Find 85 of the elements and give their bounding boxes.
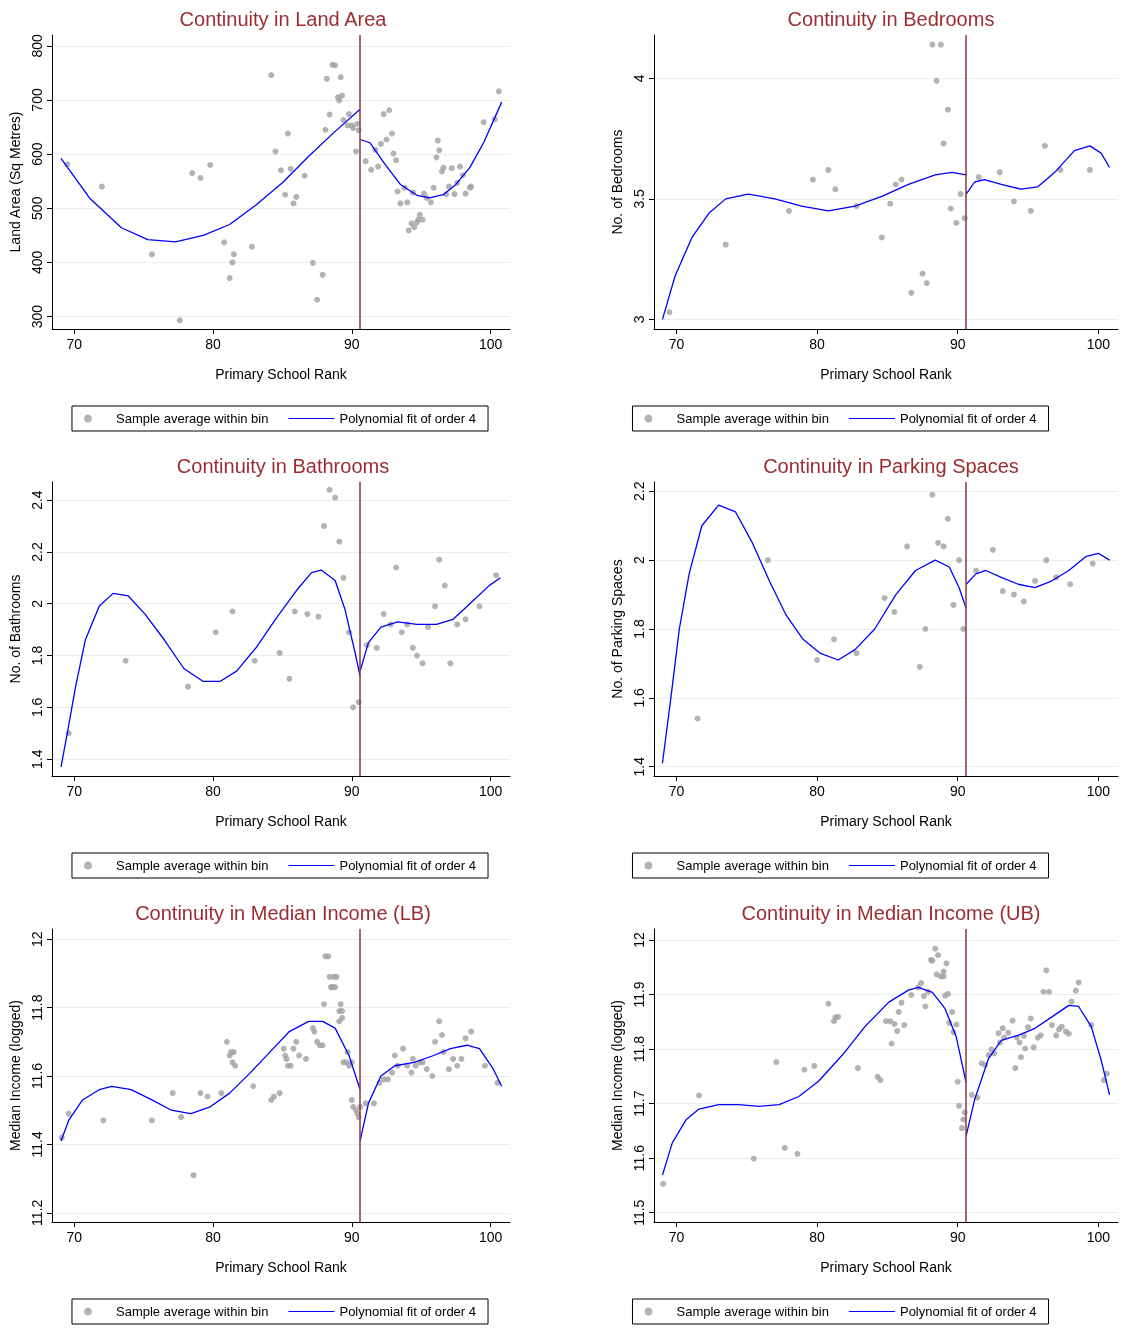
legend-label: Sample average within bin: [676, 858, 829, 873]
chart-title: Continuity in Bedrooms: [787, 8, 995, 30]
chart-title: Continuity in Land Area: [179, 8, 388, 30]
x-tick-label: 80: [809, 336, 826, 352]
legend-label: Polynomial fit of order 4: [339, 1304, 477, 1319]
x-tick-label: 80: [205, 1229, 221, 1245]
y-axis-title: Median Income (logged): [609, 1000, 625, 1151]
y-tick-label: 12: [29, 931, 45, 948]
x-axis-title: Primary School Rank: [215, 1259, 348, 1275]
y-tick-label: 11.5: [631, 1199, 647, 1226]
y-tick-label: 1.6: [29, 697, 45, 718]
x-tick-label: 80: [809, 783, 826, 799]
x-tick-label: 70: [66, 1229, 83, 1245]
x-tick-label: 80: [809, 1229, 826, 1245]
y-tick-label: 1.4: [29, 749, 45, 769]
chart-title: Continuity in Parking Spaces: [763, 455, 1019, 477]
x-tick-label: 90: [949, 336, 966, 352]
x-axis-title: Primary School Rank: [215, 366, 348, 382]
x-axis-title: Primary School Rank: [820, 366, 953, 382]
x-tick-label: 70: [668, 783, 685, 799]
x-tick-label: 90: [949, 1229, 966, 1245]
y-tick-label: 11.7: [631, 1090, 647, 1117]
legend-label: Polynomial fit of order 4: [899, 411, 1037, 426]
y-tick-label: 2.2: [29, 542, 45, 562]
legend-label: Sample average within bin: [115, 1304, 269, 1319]
x-tick-label: 70: [66, 336, 83, 352]
x-tick-label: 90: [343, 783, 360, 799]
legend-label: Sample average within bin: [115, 858, 269, 873]
y-tick-label: 4: [631, 74, 647, 83]
y-tick-label: 800: [29, 33, 45, 58]
y-axis-title: Median Income (logged): [7, 1000, 23, 1151]
legend-label: Polynomial fit of order 4: [899, 1304, 1037, 1319]
y-tick-label: 11.8: [631, 1035, 647, 1063]
x-tick-label: 70: [66, 783, 83, 799]
x-tick-label: 70: [668, 1229, 685, 1245]
y-tick-label: 12: [631, 931, 647, 948]
chart-title: Continuity in Median Income (LB): [135, 902, 431, 924]
y-axis-title: No. of Bedrooms: [609, 129, 625, 235]
x-tick-label: 100: [478, 783, 503, 799]
legend-label: Sample average within bin: [115, 411, 269, 426]
y-axis-title: Land Area (Sq Metres): [7, 111, 23, 253]
y-tick-label: 700: [29, 88, 45, 112]
y-tick-label: 1.6: [631, 687, 647, 708]
y-tick-label: 3: [631, 315, 647, 324]
x-axis-title: Primary School Rank: [820, 1259, 953, 1275]
x-tick-label: 100: [1086, 783, 1111, 799]
y-tick-label: 11.4: [29, 1131, 45, 1158]
y-tick-label: 1.8: [631, 619, 647, 639]
x-tick-label: 100: [1086, 336, 1111, 352]
y-tick-label: 11.9: [631, 981, 647, 1008]
x-tick-label: 90: [949, 783, 966, 799]
y-tick-label: 1.8: [29, 645, 45, 666]
x-tick-label: 100: [1086, 1229, 1111, 1245]
x-tick-label: 90: [343, 336, 360, 352]
y-tick-label: 1.4: [631, 756, 647, 777]
x-tick-label: 80: [205, 336, 221, 352]
legend-label: Polynomial fit of order 4: [339, 411, 477, 426]
y-tick-label: 2.4: [29, 490, 45, 510]
y-axis-title: No. of Parking Spaces: [609, 559, 625, 699]
x-tick-label: 70: [668, 336, 685, 352]
x-axis-title: Primary School Rank: [215, 813, 348, 829]
chart-title: Continuity in Bathrooms: [176, 455, 390, 477]
y-tick-label: 11.6: [29, 1062, 45, 1090]
x-tick-label: 100: [478, 1229, 503, 1245]
x-tick-label: 80: [205, 783, 221, 799]
y-tick-label: 400: [29, 250, 45, 275]
chart-title: Continuity in Median Income (UB): [741, 902, 1041, 924]
legend-label: Sample average within bin: [676, 411, 829, 426]
y-tick-label: 500: [29, 196, 45, 220]
y-tick-label: 11.8: [29, 994, 45, 1021]
x-tick-label: 90: [343, 1229, 360, 1245]
legend-label: Polynomial fit of order 4: [899, 858, 1037, 873]
y-tick-label: 3.5: [631, 188, 647, 209]
legend-label: Polynomial fit of order 4: [339, 858, 477, 873]
y-tick-label: 11.2: [29, 1199, 45, 1226]
legend-label: Sample average within bin: [676, 1304, 829, 1319]
x-tick-label: 100: [478, 336, 503, 352]
y-axis-title: No. of Bathrooms: [7, 574, 23, 684]
y-tick-label: 2: [29, 599, 45, 608]
y-tick-label: 2.2: [631, 481, 647, 502]
y-tick-label: 2: [631, 556, 647, 565]
x-axis-title: Primary School Rank: [820, 813, 953, 829]
y-tick-label: 11.6: [631, 1144, 647, 1172]
y-tick-label: 300: [29, 304, 45, 329]
y-tick-label: 600: [29, 142, 45, 166]
